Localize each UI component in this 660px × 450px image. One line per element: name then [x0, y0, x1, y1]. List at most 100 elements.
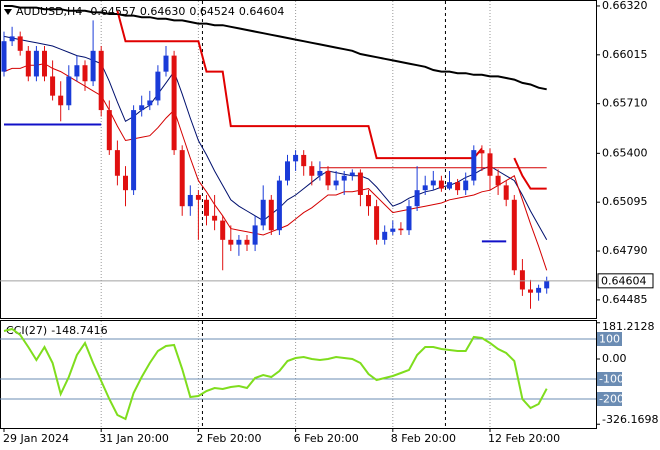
last-price-label: 0.64604 — [601, 274, 647, 287]
candle-body — [25, 50, 31, 77]
candle-body — [131, 110, 137, 191]
candle-body — [317, 170, 323, 176]
y-tick-label: 0.65710 — [602, 97, 648, 110]
level-box — [597, 372, 622, 386]
high-label: 0.64630 — [140, 5, 186, 18]
symbol: AUDUSD,H4 — [16, 5, 82, 18]
candle-body — [447, 182, 452, 189]
x-tick-label: 6 Feb 20:00 — [294, 432, 359, 445]
indicator-line — [4, 5, 547, 91]
candle-body — [511, 199, 517, 271]
candle-body — [17, 36, 23, 51]
candle-body — [90, 50, 96, 82]
candle-body — [74, 65, 80, 77]
price-panel — [0, 0, 597, 319]
y-tick-label: -326.1698 — [602, 413, 658, 426]
candle-body — [9, 36, 15, 42]
level-label: -200 — [599, 393, 624, 406]
candle-body — [195, 194, 201, 200]
candle-body — [422, 185, 428, 191]
y-tick-label: 0.65095 — [602, 195, 648, 208]
candle-body — [406, 206, 412, 231]
candle-body — [171, 55, 177, 151]
candle-body — [301, 154, 307, 167]
level-label: -100 — [599, 373, 624, 386]
candle-body — [503, 185, 509, 200]
candle-body — [276, 180, 282, 231]
candle-body — [155, 71, 161, 101]
panel-icon — [4, 9, 12, 15]
y-tick-label: 0.66320 — [602, 0, 648, 12]
candle-body — [179, 150, 185, 207]
open-label: 0.64557 — [90, 5, 136, 18]
candle-body — [252, 225, 258, 245]
candle-body — [430, 180, 436, 186]
candle-body — [463, 180, 469, 191]
candle-body — [82, 65, 88, 82]
last-price-box — [597, 273, 654, 289]
candle-body — [536, 287, 542, 293]
low-label: 0.64524 — [189, 5, 235, 18]
candle-body — [42, 50, 47, 77]
y-tick-label: 0.00 — [602, 352, 627, 365]
candle-body — [398, 228, 404, 231]
candle-body — [98, 50, 104, 111]
cci-header: CCI(27) -148.7416 — [6, 324, 108, 337]
candle-body — [325, 170, 331, 186]
y-tick-label: 0.65400 — [602, 146, 648, 159]
cci-title: CCI(27) — [6, 324, 47, 337]
candle-body — [479, 150, 485, 154]
level-box — [597, 392, 622, 406]
x-tick-label: 31 Jan 20:00 — [99, 432, 169, 445]
candle-body — [382, 231, 388, 240]
y-tick-label: 0.64485 — [602, 293, 648, 306]
indicator-line — [116, 10, 483, 160]
candle-body — [50, 76, 56, 96]
candle-body — [366, 194, 371, 207]
candle-body — [333, 180, 339, 186]
candle-body — [471, 150, 477, 181]
candle-body — [357, 172, 363, 195]
candle-body — [374, 206, 380, 240]
candle-body — [147, 100, 153, 106]
candle-body — [487, 153, 493, 176]
candle-body — [220, 220, 226, 240]
candle-body — [33, 50, 39, 77]
x-tick-label: 2 Feb 20:00 — [196, 432, 261, 445]
candle-body — [139, 105, 145, 111]
candle-body — [236, 239, 242, 245]
close-label: 0.64604 — [239, 5, 285, 18]
candle-body — [114, 150, 120, 176]
level-box — [597, 332, 622, 346]
cci-panel — [0, 320, 597, 429]
cci-value: -148.7416 — [51, 324, 107, 337]
candle-body — [66, 76, 72, 106]
candle-body — [268, 199, 274, 231]
level-label: 100 — [599, 333, 620, 346]
candle-body — [309, 166, 315, 176]
candle-body — [528, 289, 533, 293]
indicator-line — [513, 157, 547, 190]
x-tick-label: 12 Feb 20:00 — [488, 432, 560, 445]
candle-body — [163, 55, 169, 72]
candle-body — [349, 172, 355, 176]
candle-body — [204, 199, 209, 216]
candle-body — [285, 161, 290, 181]
candle-body — [414, 190, 420, 207]
candle-body — [495, 175, 501, 186]
y-tick-label: 0.66015 — [602, 48, 648, 61]
candle-body — [390, 228, 396, 232]
candle-body — [260, 199, 266, 226]
candle-body — [455, 182, 461, 191]
candle-body — [106, 110, 112, 151]
candle-body — [58, 95, 64, 106]
candle-body — [438, 180, 444, 189]
candle-body — [228, 239, 234, 245]
candle-body — [544, 280, 550, 289]
candle-body — [293, 154, 299, 162]
chart-header: AUDUSD,H4 0.64557 0.64630 0.64524 0.64604 — [16, 5, 284, 18]
indicator-line — [3, 63, 548, 271]
candle-body — [519, 270, 525, 290]
